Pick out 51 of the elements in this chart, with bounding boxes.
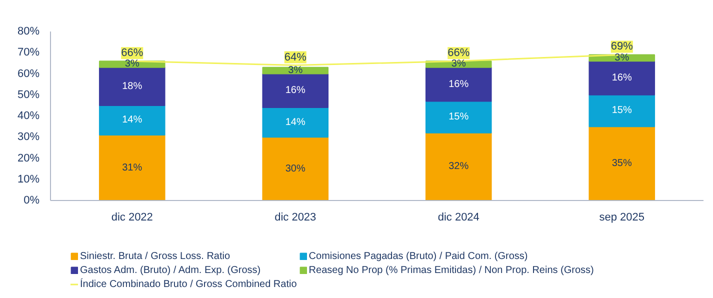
data-label: 16% (285, 85, 306, 96)
legend-label: Gastos Adm. (Bruto) / Adm. Exp. (Gross) (80, 264, 261, 276)
bar (588, 94, 656, 128)
bar (98, 104, 166, 136)
y-tick-label: 60% (17, 68, 40, 80)
bar (425, 66, 492, 102)
x-tick-label: dic 2024 (438, 212, 480, 224)
data-label: 69% (610, 40, 634, 53)
data-label: 66% (448, 47, 470, 60)
y-tick-label: 40% (17, 110, 40, 122)
legend-label: Comisiones Pagadas (Bruto) / Paid Com. (Gross) (308, 250, 528, 262)
data-label: 14% (285, 116, 306, 128)
y-tick-label: 80% (17, 26, 40, 38)
data-label: 32% (448, 161, 469, 172)
bar (262, 66, 329, 74)
data-label: 15% (612, 105, 632, 116)
data-label: 3% (451, 58, 466, 70)
bar (425, 132, 492, 200)
y-tick-label: 10% (17, 173, 40, 186)
legend-label: Siniestr. Bruta / Gross Loss. Ratio (80, 250, 230, 262)
data-label: 31% (122, 162, 142, 174)
x-tick-label: dic 2023 (274, 212, 316, 224)
data-label: 30% (285, 163, 306, 174)
bar (98, 134, 166, 200)
x-tick-label: sep 2025 (599, 212, 645, 224)
bar (262, 73, 329, 108)
data-label: 35% (612, 158, 632, 170)
bar (262, 136, 329, 200)
y-tick-label: 0% (24, 194, 40, 206)
data-label: 66% (121, 47, 144, 60)
data-label: 14% (122, 114, 142, 126)
data-label: 15% (448, 112, 469, 123)
bar (262, 107, 329, 138)
legend-label: Reaseg No Prop (% Primas Emitidas) / Non Prop. Reins (Gross) (308, 264, 594, 276)
bar (98, 66, 166, 106)
y-tick-label: 30% (17, 131, 40, 144)
bar (425, 100, 492, 134)
legend-label: Índice Combinado Bruto / Gross Combined Ratio (80, 278, 297, 290)
y-tick-label: 20% (17, 152, 40, 164)
x-tick-label: dic 2022 (111, 212, 153, 224)
data-label: 3% (124, 58, 140, 70)
data-label: 64% (284, 51, 307, 64)
data-label: 16% (448, 78, 469, 90)
bar (588, 60, 656, 96)
y-tick-label: 70% (17, 46, 40, 59)
bar (588, 126, 656, 200)
data-label: 3% (614, 52, 630, 64)
y-tick-label: 50% (17, 88, 40, 101)
data-label: 3% (288, 65, 303, 76)
data-label: 18% (122, 80, 142, 92)
data-label: 16% (612, 72, 632, 84)
